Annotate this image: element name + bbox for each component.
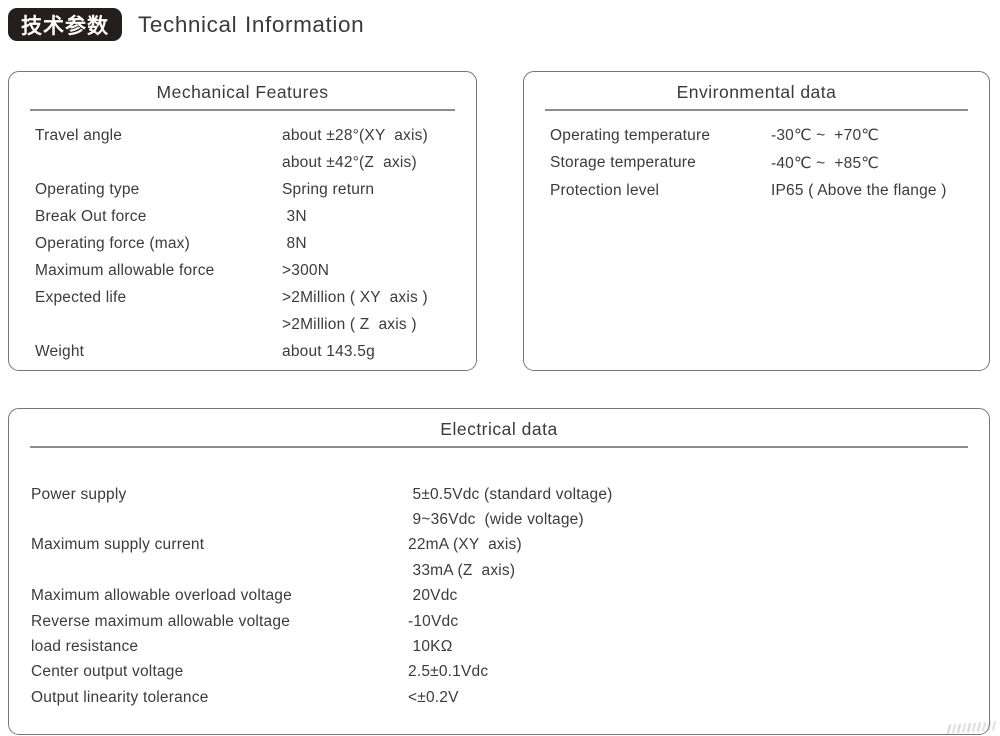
spec-row: Storage temperature -40℃ ~ +85℃ [524, 150, 989, 178]
spec-value: Spring return [282, 180, 375, 198]
spec-value: 22mA (XY axis) [408, 536, 522, 554]
spec-label: Power supply [31, 485, 127, 503]
spec-row: Protection level IP65 ( Above the flange… [524, 177, 989, 205]
environmental-spec-list: Operating temperature -30℃ ~ +70℃ Storag… [524, 111, 989, 205]
spec-value: about 143.5g [282, 342, 375, 360]
spec-row: Travel angle about ±28°(XY axis) [9, 122, 476, 149]
spec-value: <±0.2V [408, 688, 459, 706]
mechanical-spec-list: Travel angle about ±28°(XY axis) about ±… [9, 111, 476, 365]
spec-label: Maximum allowable force [35, 261, 215, 279]
spec-row: Maximum allowable force >300N [9, 257, 476, 284]
spec-value: about ±42°(Z axis) [282, 153, 417, 171]
title-underline [30, 446, 968, 448]
spec-row: about ±42°(Z axis) [9, 149, 476, 176]
spec-value: 5±0.5Vdc (standard voltage) [408, 485, 613, 503]
mechanical-features-title: Mechanical Features [156, 82, 329, 102]
spec-value: 2.5±0.1Vdc [408, 663, 489, 681]
title-underline [30, 109, 455, 111]
spec-value: -40℃ ~ +85℃ [771, 154, 879, 172]
spec-row: Weight about 143.5g [9, 338, 476, 365]
spec-row: Power supply 5±0.5Vdc (standard voltage) [9, 482, 989, 507]
spec-label: Output linearity tolerance [31, 688, 209, 706]
electrical-spec-list: Power supply 5±0.5Vdc (standard voltage)… [9, 448, 989, 711]
spec-row: Output linearity tolerance <±0.2V [9, 685, 989, 710]
spec-label: Expected life [35, 288, 127, 306]
spec-value: IP65 ( Above the flange ) [771, 181, 947, 199]
environmental-data-panel: Environmental data Operating temperature… [523, 71, 990, 371]
spec-label: Maximum supply current [31, 536, 205, 554]
spec-value: -10Vdc [408, 612, 459, 630]
spec-label: load resistance [31, 638, 139, 656]
spec-row: Reverse maximum allowable voltage -10Vdc [9, 609, 989, 634]
spec-value: about ±28°(XY axis) [282, 126, 428, 144]
spec-row: Operating type Spring return [9, 176, 476, 203]
spec-label: Reverse maximum allowable voltage [31, 612, 291, 630]
spec-row: 33mA (Z axis) [9, 558, 989, 583]
spec-row: Break Out force 3N [9, 203, 476, 230]
page-header: 技术参数 Technical Information [8, 8, 364, 41]
spec-value: 33mA (Z axis) [408, 561, 516, 579]
spec-row: load resistance 10KΩ [9, 634, 989, 659]
spec-label: Break Out force [35, 207, 147, 225]
electrical-data-panel: Electrical data Power supply 5±0.5Vdc (s… [8, 408, 990, 735]
spec-value: >300N [282, 261, 330, 279]
spec-row: Operating temperature -30℃ ~ +70℃ [524, 122, 989, 150]
spec-row: Operating force (max) 8N [9, 230, 476, 257]
spec-row: Expected life >2Million ( XY axis ) [9, 284, 476, 311]
mechanical-features-panel: Mechanical Features Travel angle about ±… [8, 71, 477, 371]
spec-value: 9~36Vdc (wide voltage) [408, 511, 584, 529]
spec-row: 9~36Vdc (wide voltage) [9, 507, 989, 532]
spec-label: Operating type [35, 180, 140, 198]
spec-label: Maximum allowable overload voltage [31, 587, 292, 605]
spec-row: Maximum supply current 22mA (XY axis) [9, 533, 989, 558]
title-underline [545, 109, 968, 111]
spec-label: Travel angle [35, 126, 123, 144]
spec-label: Center output voltage [31, 663, 184, 681]
spec-value: >2Million ( Z axis ) [282, 315, 417, 333]
environmental-data-title: Environmental data [676, 82, 837, 102]
spec-label: Operating temperature [550, 126, 711, 144]
spec-row: >2Million ( Z axis ) [9, 311, 476, 338]
spec-value: -30℃ ~ +70℃ [771, 127, 879, 145]
spec-value: >2Million ( XY axis ) [282, 288, 428, 306]
spec-label: Weight [35, 342, 85, 360]
electrical-data-title: Electrical data [440, 419, 558, 439]
spec-value: 8N [282, 234, 307, 252]
spec-value: 10KΩ [408, 638, 453, 656]
spec-label: Storage temperature [550, 154, 696, 172]
spec-row: Maximum allowable overload voltage 20Vdc [9, 584, 989, 609]
page-title: Technical Information [138, 11, 365, 37]
chinese-title-badge: 技术参数 [8, 8, 122, 41]
spec-value: 20Vdc [408, 587, 458, 605]
spec-label: Operating force (max) [35, 234, 190, 252]
spec-label: Protection level [550, 181, 660, 199]
spec-row: Center output voltage 2.5±0.1Vdc [9, 660, 989, 685]
spec-value: 3N [282, 207, 307, 225]
